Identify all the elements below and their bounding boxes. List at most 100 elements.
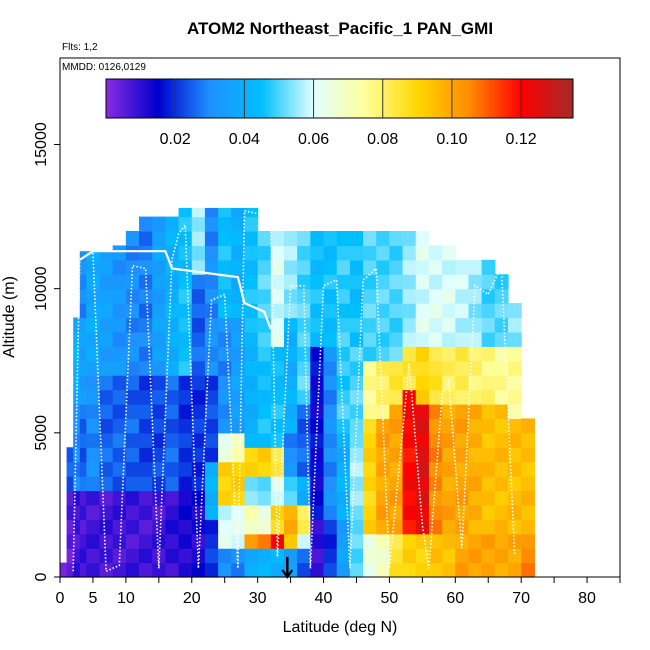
heatmap-cell [244,331,259,347]
heatmap-cell [442,331,456,347]
heatmap-cell [481,331,496,347]
heatmap-cell [323,274,338,290]
heatmap-cell [125,504,140,520]
heatmap-cell [204,504,219,520]
heatmap-cell [284,360,298,376]
heatmap-cell [79,432,87,448]
heatmap-cell [428,476,443,492]
heatmap-cell [270,476,285,492]
colorbar-gradient [105,78,574,119]
heatmap-cell [349,245,364,261]
heatmap-cell [363,490,377,506]
heatmap-cell [152,303,167,319]
heatmap-cell [231,533,246,549]
heatmap-cell [270,389,285,405]
y-tick-label: 10000 [33,266,50,311]
heatmap-cell [468,548,483,564]
heatmap-cell [494,476,509,492]
heatmap-cell [178,504,193,520]
heatmap-cell [204,404,219,420]
heatmap-cell [125,389,140,405]
heatmap-cell [336,259,351,275]
heatmap-cell [508,519,522,535]
heatmap-cell [455,274,470,290]
heatmap-cell [363,461,377,477]
heatmap-cell [257,432,272,448]
heatmap-cell [244,216,259,232]
heatmap-cell [336,317,351,333]
heatmap-cell [86,251,101,261]
heatmap-cell [508,360,522,376]
heatmap-cell [349,288,364,304]
heatmap-cell [415,404,430,420]
heatmap-cell [323,476,338,492]
heatmap-cell [349,533,364,549]
heatmap-cell [415,490,430,506]
heatmap-cell [73,476,81,492]
heatmap-cell [376,375,391,391]
heatmap-cell [297,418,311,434]
heatmap-cell [191,447,206,463]
heatmap-cell [389,346,404,362]
heatmap-cell [415,461,430,477]
heatmap-cell [323,317,338,333]
heatmap-cell [402,231,417,247]
heatmap-cell [508,331,522,347]
heatmap-cell [178,447,193,463]
heatmap-cell [244,274,259,290]
heatmap-cell [257,418,272,434]
heatmap-cell [112,288,127,304]
heatmap-cell [139,389,153,405]
heatmap-cell [73,375,81,391]
heatmap-cell [468,504,483,520]
heatmap-cell [428,346,443,362]
heatmap-cell [204,490,219,506]
heatmap-cell [521,519,535,535]
heatmap-cell [389,259,404,275]
heatmap-cell [165,360,180,376]
heatmap-cell [336,404,351,420]
heatmap-cell [99,548,114,564]
heatmap-cell [86,461,101,477]
heatmap-cell [178,346,193,362]
heatmap-cell [389,303,404,319]
heatmap-cell [231,331,246,347]
heatmap-cell [442,303,456,319]
heatmap-cell [402,331,417,347]
heatmap-cell [284,447,298,463]
heatmap-cell [218,375,232,391]
heatmap-cell [270,360,285,376]
heatmap-cell [231,461,246,477]
heatmap-cell [86,288,101,304]
heatmap-cell [442,504,456,520]
heatmap-cell [191,317,206,333]
heatmap-cell [363,288,377,304]
chart-title: ATOM2 Northeast_Pacific_1 PAN_GMI [187,19,493,38]
heatmap-cell [494,389,509,405]
heatmap-cell [349,476,364,492]
heatmap-cell [402,245,417,261]
heatmap-cell [415,504,430,520]
heatmap-cell [415,245,430,261]
heatmap-cell [494,404,509,420]
heatmap-cell [442,389,456,405]
heatmap-cell [389,432,404,448]
plot-frame [59,57,621,578]
heatmap-cell [284,231,298,247]
heatmap-cell [178,216,193,232]
heatmap-cell [428,519,443,535]
heatmap-cell [428,461,443,477]
heatmap-cell [402,303,417,319]
heatmap-cell [442,562,456,578]
heatmap-cell [376,476,391,492]
heatmap-cell [191,389,206,405]
heatmap-cell [204,447,219,463]
heatmap-cell [415,389,430,405]
heatmap-cell [125,490,140,506]
heatmap-cell [231,207,246,218]
heatmap-cell [178,490,193,506]
heatmap-cell [389,245,404,261]
heatmap-cell [376,461,391,477]
heatmap-cell [99,490,114,506]
heatmap-cell [468,331,483,347]
